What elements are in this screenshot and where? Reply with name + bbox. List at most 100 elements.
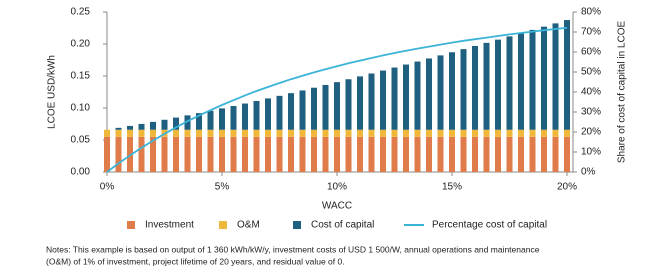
bar-segment bbox=[334, 136, 340, 172]
bar-segment bbox=[150, 121, 156, 130]
bar-segment bbox=[518, 33, 524, 130]
bar-segment bbox=[403, 64, 409, 130]
x-tick-label: 0% bbox=[100, 182, 115, 193]
bar-segment bbox=[437, 136, 444, 172]
bar-segment bbox=[311, 136, 317, 172]
bar-segment bbox=[483, 42, 490, 130]
bar-segment bbox=[161, 136, 168, 172]
bar-segment bbox=[230, 129, 237, 137]
bar-segment bbox=[184, 129, 191, 137]
bar-segment bbox=[276, 129, 283, 137]
bar-segment bbox=[449, 136, 455, 172]
line bbox=[106, 26, 568, 173]
bar-segment bbox=[219, 129, 225, 137]
y2-tick-label: 10% bbox=[581, 147, 601, 158]
bar-segment bbox=[483, 129, 490, 137]
bar-segment bbox=[483, 136, 490, 172]
bar-segment bbox=[552, 129, 559, 137]
bar-segment bbox=[253, 136, 260, 172]
bar-segment bbox=[196, 136, 202, 172]
bar-segment bbox=[529, 129, 536, 137]
bar-segment bbox=[472, 136, 478, 172]
bar-segment bbox=[138, 123, 145, 130]
bar-segment bbox=[334, 129, 340, 137]
bar-segment bbox=[276, 95, 283, 130]
bar-segment bbox=[230, 106, 237, 130]
bar-segment bbox=[357, 76, 363, 130]
bar-segment bbox=[460, 49, 467, 130]
x-axis-title: WACC bbox=[322, 201, 352, 212]
y-tick-label: 0.00 bbox=[71, 167, 91, 178]
bar-segment bbox=[380, 136, 386, 172]
bar-segment bbox=[253, 129, 260, 137]
y-tick-label: 0.20 bbox=[71, 39, 91, 50]
y2-tick-label: 40% bbox=[581, 87, 601, 98]
bar-segment bbox=[161, 119, 168, 130]
bar-segment bbox=[265, 98, 271, 130]
bar-segment bbox=[495, 136, 501, 172]
bar-segment bbox=[242, 136, 248, 172]
bar-segment bbox=[299, 90, 306, 130]
x-tick-label: 20% bbox=[557, 182, 577, 193]
bar-segment bbox=[541, 129, 547, 137]
bar-segment bbox=[104, 136, 110, 172]
bar-segment bbox=[265, 136, 271, 172]
bar-segment bbox=[288, 136, 294, 172]
bar-segment bbox=[115, 136, 122, 172]
bar-segment bbox=[437, 129, 444, 137]
bar-segment bbox=[414, 136, 421, 172]
bar-segment bbox=[104, 129, 110, 137]
bar-segment bbox=[150, 136, 156, 172]
bar-segment bbox=[219, 136, 225, 172]
bar-segment bbox=[230, 136, 237, 172]
bar-segment bbox=[391, 67, 398, 130]
legend-label: Cost of capital bbox=[311, 220, 374, 231]
bar-segment bbox=[196, 113, 202, 130]
bar-segment bbox=[506, 129, 513, 137]
bar-segment bbox=[242, 129, 248, 137]
bar-segment bbox=[127, 125, 133, 130]
bar-segment bbox=[368, 73, 375, 130]
bar-segment bbox=[276, 136, 283, 172]
bar-segment bbox=[345, 129, 352, 137]
legend-marker bbox=[219, 221, 227, 229]
bar-segment bbox=[357, 129, 363, 137]
y2-tick-label: 20% bbox=[581, 127, 601, 138]
bar-segment bbox=[552, 136, 559, 172]
bar-segment bbox=[322, 84, 329, 130]
y2-axis-title: Share of cost of capital in LCOE bbox=[617, 21, 628, 164]
y2-tick-label: 30% bbox=[581, 107, 601, 118]
bar-segment bbox=[449, 129, 455, 137]
bar-segment bbox=[207, 129, 214, 137]
bar-segment bbox=[115, 127, 122, 130]
bar-segment bbox=[460, 136, 467, 172]
bar-segment bbox=[552, 23, 559, 130]
bar-segment bbox=[403, 136, 409, 172]
y-tick-label: 0.05 bbox=[71, 135, 91, 146]
legend-label: Percentage cost of capital bbox=[432, 220, 547, 231]
bar-segment bbox=[173, 117, 179, 130]
y2-tick-label: 60% bbox=[581, 47, 601, 58]
legend-marker bbox=[293, 221, 301, 229]
bar-segment bbox=[426, 58, 432, 130]
legend-label: Investment bbox=[145, 220, 194, 231]
bar-segment bbox=[322, 129, 329, 137]
bar-segment bbox=[138, 129, 145, 137]
x-tick-label: 15% bbox=[442, 182, 462, 193]
bar-segment bbox=[345, 79, 352, 130]
bar-segment bbox=[506, 36, 513, 130]
bar-segment bbox=[219, 108, 225, 130]
bar-segment bbox=[184, 115, 191, 130]
bar-segment bbox=[334, 82, 340, 130]
bar-segment bbox=[506, 136, 513, 172]
bar-segment bbox=[529, 29, 536, 130]
bar-segment bbox=[472, 45, 478, 130]
y-tick-label: 0.25 bbox=[71, 7, 91, 18]
y2-tick-label: 70% bbox=[581, 27, 601, 38]
bar-segment bbox=[345, 136, 352, 172]
bar-segment bbox=[541, 26, 547, 130]
bar-segment bbox=[242, 103, 248, 130]
bar-segment bbox=[380, 129, 386, 137]
bar-segment bbox=[357, 136, 363, 172]
